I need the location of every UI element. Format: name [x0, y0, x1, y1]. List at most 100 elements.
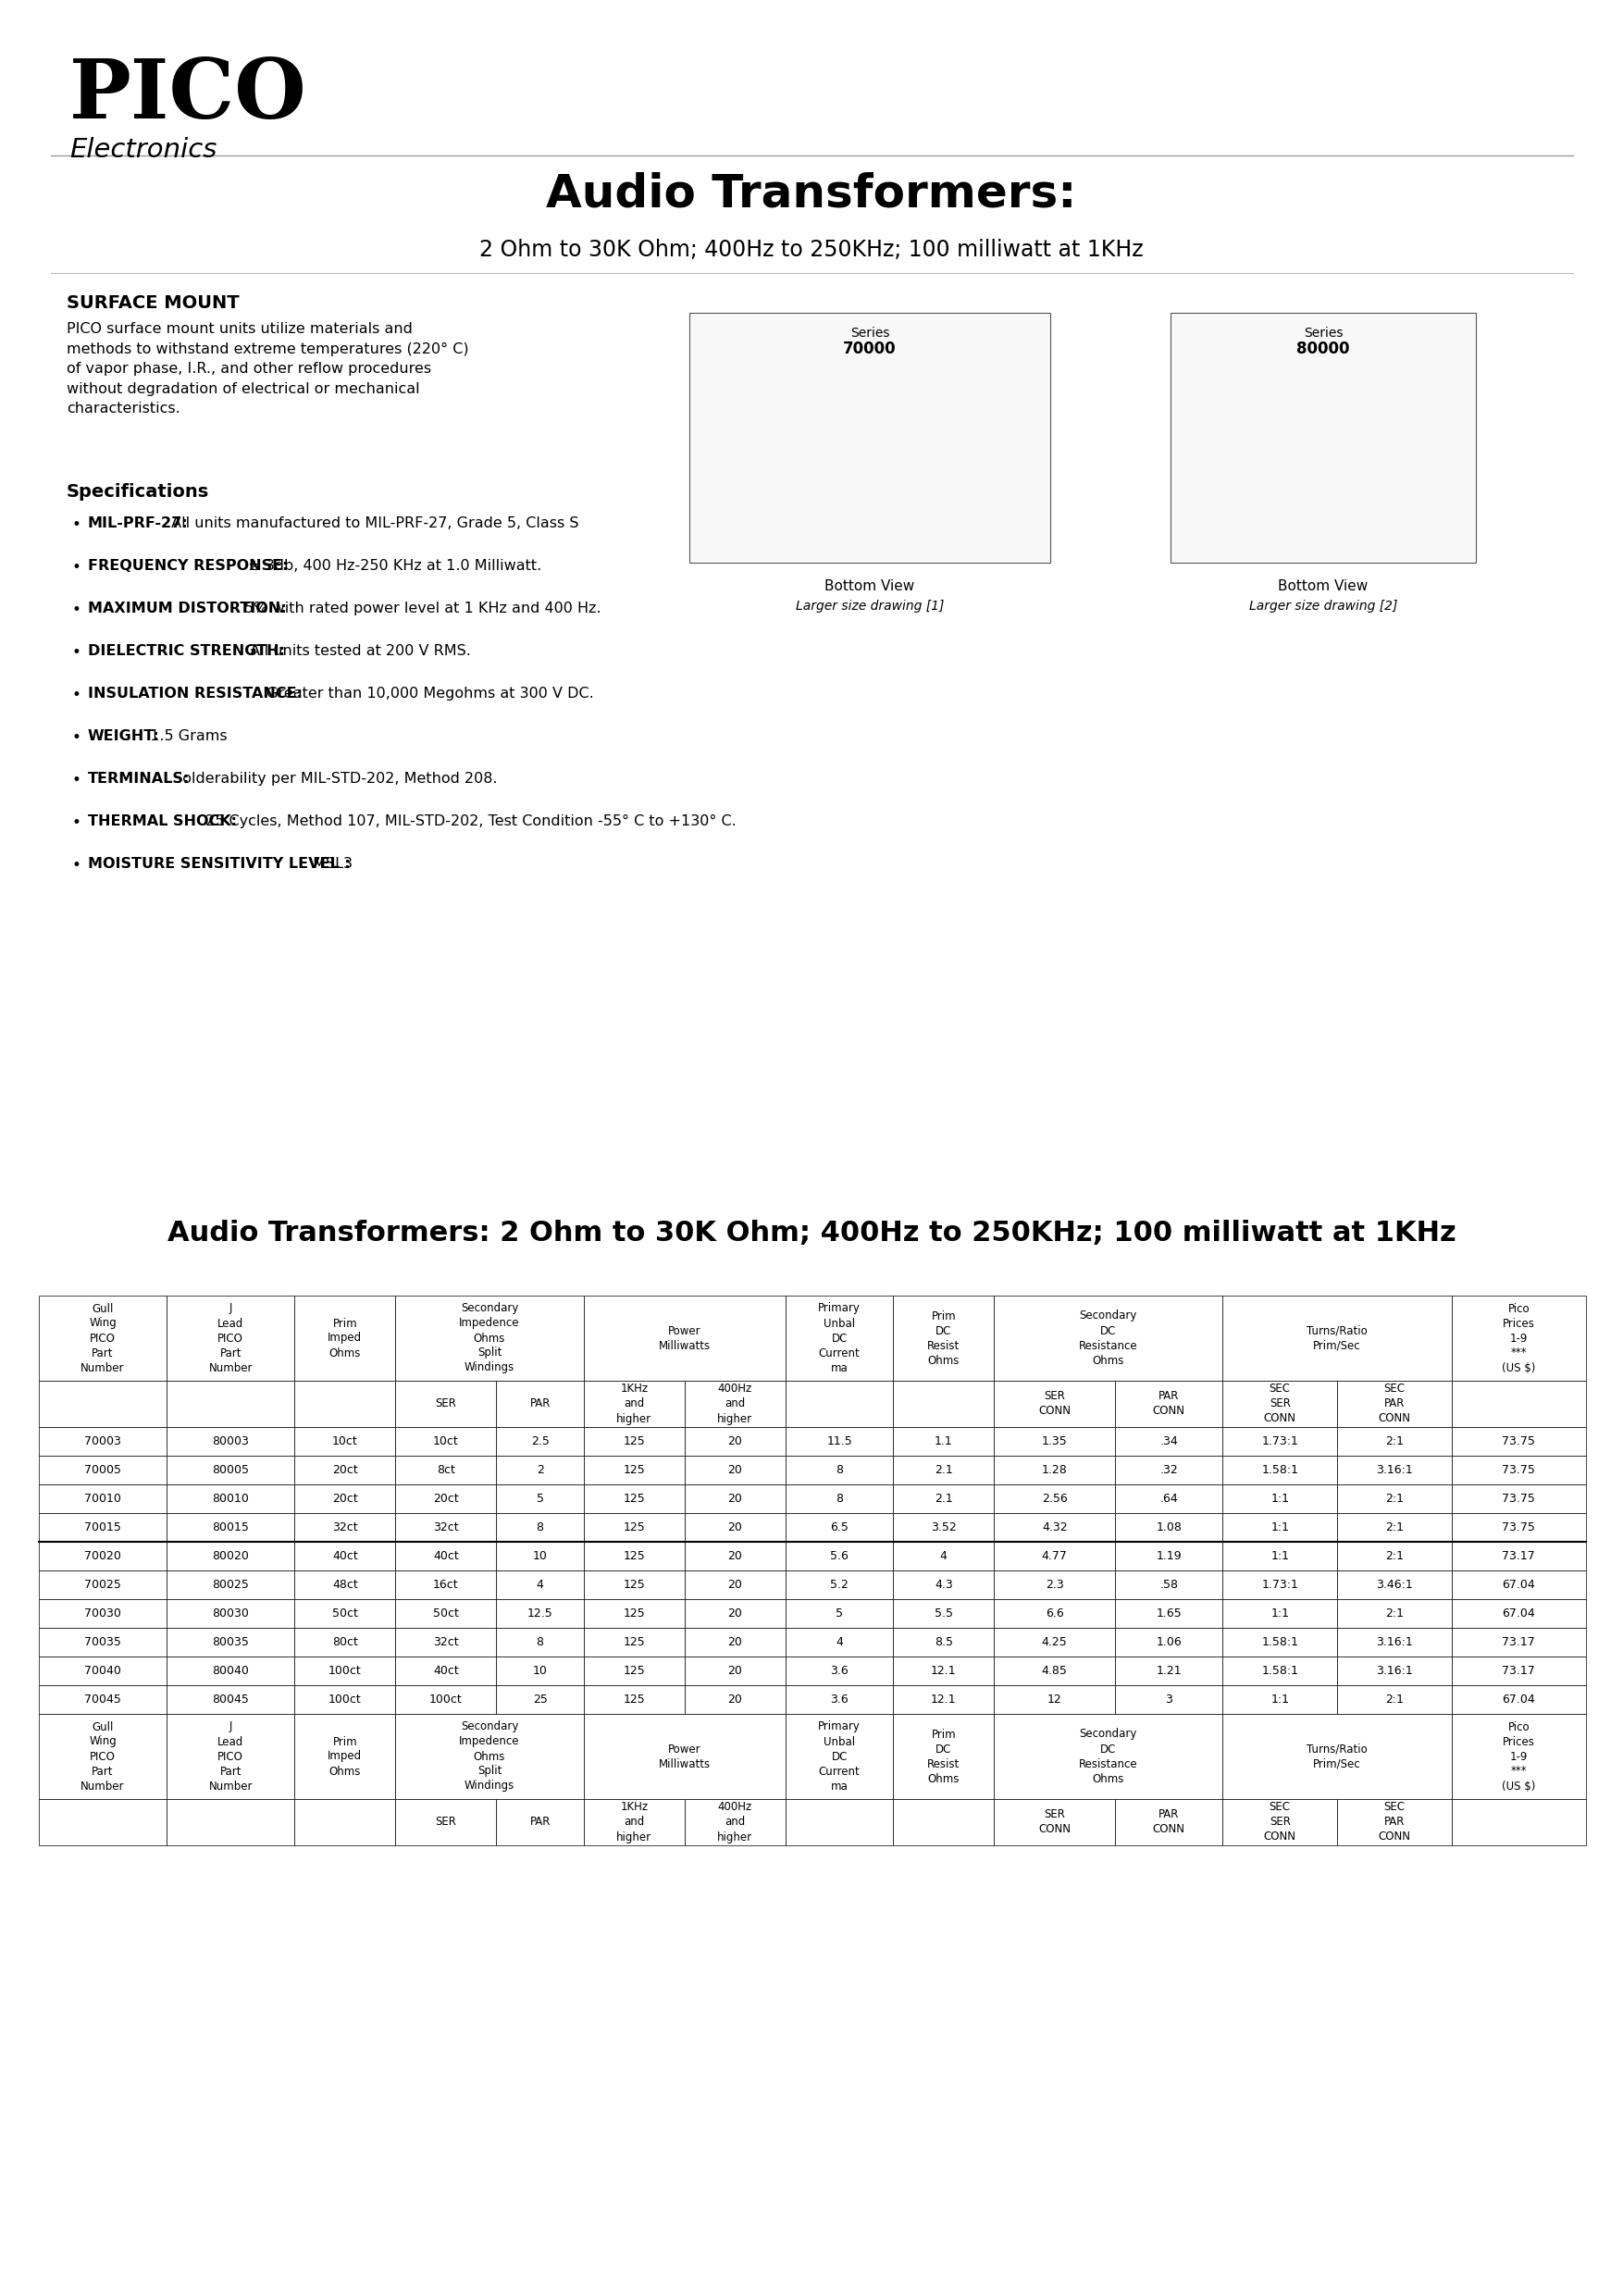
Bar	[584, 1380, 685, 1428]
Bar	[786, 1800, 893, 1846]
Bar	[396, 1628, 497, 1655]
Text: 3.16:1: 3.16:1	[1376, 1465, 1412, 1476]
Text: 4: 4	[836, 1637, 842, 1649]
Bar	[39, 1685, 167, 1713]
Text: 125: 125	[623, 1607, 646, 1619]
Bar	[993, 1598, 1115, 1628]
Bar	[1451, 1513, 1586, 1543]
Text: 2.5: 2.5	[531, 1435, 549, 1446]
Text: 8: 8	[536, 1637, 544, 1649]
Bar	[685, 1628, 786, 1655]
Text: SER
CONN: SER CONN	[1039, 1391, 1071, 1417]
Text: •: •	[71, 558, 81, 576]
Bar	[685, 1800, 786, 1846]
Bar	[396, 1513, 497, 1543]
Text: 80040: 80040	[213, 1665, 248, 1676]
Bar	[1115, 1428, 1222, 1456]
Bar	[993, 1800, 1115, 1846]
Text: J
Lead
PICO
Part
Number: J Lead PICO Part Number	[209, 1720, 253, 1793]
Text: 3.16:1: 3.16:1	[1376, 1637, 1412, 1649]
Bar	[993, 1456, 1115, 1486]
Text: 8ct: 8ct	[437, 1465, 454, 1476]
Bar	[294, 1685, 396, 1713]
Bar	[1451, 1628, 1586, 1655]
Text: 20: 20	[727, 1550, 742, 1561]
Text: SER: SER	[435, 1816, 456, 1828]
Bar	[497, 1570, 584, 1598]
Text: 2: 2	[536, 1465, 544, 1476]
Bar	[497, 1628, 584, 1655]
Bar	[39, 1428, 167, 1456]
Text: 73.75: 73.75	[1503, 1465, 1535, 1476]
Text: .32: .32	[1160, 1465, 1178, 1476]
Text: 1.19: 1.19	[1156, 1550, 1182, 1561]
Text: 1:1: 1:1	[1271, 1492, 1289, 1504]
Bar	[993, 1295, 1222, 1380]
Bar	[1451, 1570, 1586, 1598]
Bar	[893, 1295, 993, 1380]
Text: 3.6: 3.6	[831, 1665, 849, 1676]
Text: 32ct: 32ct	[433, 1637, 459, 1649]
Bar	[294, 1456, 396, 1486]
Bar	[1115, 1598, 1222, 1628]
Text: PICO: PICO	[70, 55, 307, 135]
Text: 6.5: 6.5	[829, 1522, 849, 1534]
Bar	[685, 1543, 786, 1570]
Text: Prim
Imped
Ohms: Prim Imped Ohms	[328, 1318, 362, 1359]
Bar	[1222, 1570, 1337, 1598]
Bar	[1337, 1685, 1451, 1713]
Text: 125: 125	[623, 1694, 646, 1706]
Text: 80005: 80005	[213, 1465, 248, 1476]
Bar	[1222, 1295, 1451, 1380]
Bar	[1222, 1685, 1337, 1713]
Text: 80010: 80010	[213, 1492, 248, 1504]
Bar	[396, 1713, 584, 1800]
Text: 50ct: 50ct	[333, 1607, 357, 1619]
Bar	[294, 1570, 396, 1598]
Bar	[893, 1598, 993, 1628]
Text: TERMINALS:: TERMINALS:	[88, 771, 190, 785]
Text: 4.32: 4.32	[1042, 1522, 1068, 1534]
Bar	[786, 1685, 893, 1713]
Text: 10ct: 10ct	[333, 1435, 357, 1446]
Bar	[497, 1513, 584, 1543]
Text: 1.28: 1.28	[1042, 1465, 1068, 1476]
Bar	[786, 1513, 893, 1543]
Bar	[39, 1598, 167, 1628]
Text: 80ct: 80ct	[333, 1637, 357, 1649]
Bar	[1451, 1486, 1586, 1513]
Text: 70045: 70045	[84, 1694, 122, 1706]
Bar	[1115, 1685, 1222, 1713]
Bar	[167, 1800, 294, 1846]
Text: 20ct: 20ct	[333, 1465, 357, 1476]
Bar	[1451, 1428, 1586, 1456]
Bar	[39, 1800, 167, 1846]
Text: 1:1: 1:1	[1271, 1522, 1289, 1534]
Bar	[294, 1486, 396, 1513]
Text: 3.16:1: 3.16:1	[1376, 1665, 1412, 1676]
Text: 20: 20	[727, 1522, 742, 1534]
Bar	[167, 1295, 294, 1380]
Bar	[39, 1380, 167, 1428]
Text: 40ct: 40ct	[333, 1550, 357, 1561]
Text: 70025: 70025	[84, 1580, 122, 1591]
Bar	[396, 1456, 497, 1486]
Text: 4: 4	[536, 1580, 544, 1591]
Text: 400Hz
and
higher: 400Hz and higher	[717, 1802, 753, 1844]
Text: 48ct: 48ct	[333, 1580, 357, 1591]
Text: •: •	[71, 602, 81, 618]
Bar	[893, 1800, 993, 1846]
Bar	[584, 1295, 786, 1380]
Text: 20: 20	[727, 1492, 742, 1504]
Bar	[39, 1570, 167, 1598]
Bar	[786, 1456, 893, 1486]
Text: PICO surface mount units utilize materials and
methods to withstand extreme temp: PICO surface mount units utilize materia…	[67, 321, 469, 416]
Text: 80003: 80003	[213, 1435, 248, 1446]
Bar	[584, 1456, 685, 1486]
Text: 1.1: 1.1	[935, 1435, 953, 1446]
Bar	[685, 1380, 786, 1428]
Text: 73.17: 73.17	[1503, 1550, 1535, 1561]
Bar	[1115, 1513, 1222, 1543]
Text: 73.75: 73.75	[1503, 1492, 1535, 1504]
Text: 67.04: 67.04	[1503, 1580, 1535, 1591]
